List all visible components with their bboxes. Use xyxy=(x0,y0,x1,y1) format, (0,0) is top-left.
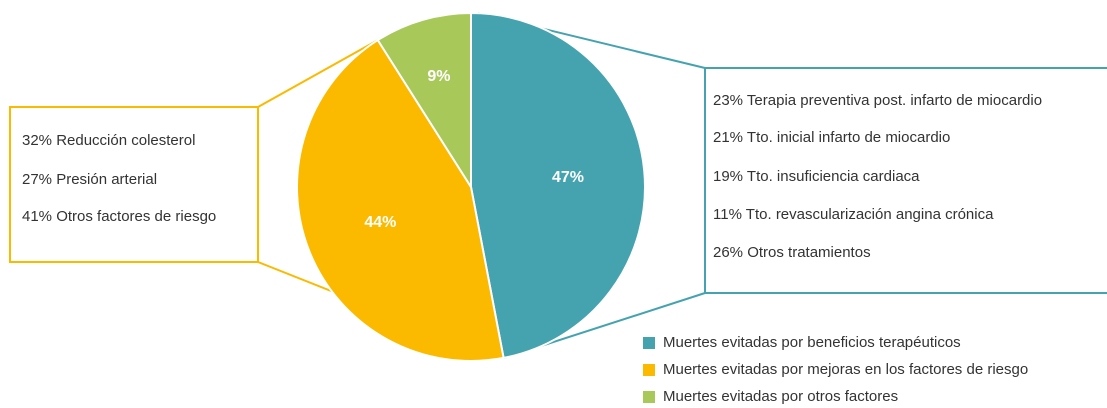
slice-label: 47% xyxy=(552,169,584,186)
breakdown-item: 27% Presión arterial xyxy=(22,171,157,188)
breakdown-item: 21% Tto. inicial infarto de miocardio xyxy=(713,129,950,146)
callout-line xyxy=(257,39,379,108)
slice-label: 9% xyxy=(427,68,450,85)
breakdown-item: 32% Reducción colesterol xyxy=(22,132,195,149)
breakdown-item: 26% Otros tratamientos xyxy=(713,244,871,261)
pie-slice xyxy=(376,11,472,191)
breakdown-item: 11% Tto. revascularización angina crónic… xyxy=(713,206,994,223)
pie-slice xyxy=(470,11,646,360)
callout-box-teal xyxy=(704,67,1107,294)
legend-label: Muertes evitadas por otros factores xyxy=(663,388,898,405)
pie-slice xyxy=(296,38,505,362)
breakdown-item: 23% Terapia preventiva post. infarto de … xyxy=(713,92,1042,109)
callout-box-yellow xyxy=(9,106,259,263)
breakdown-item: 41% Otros factores de riesgo xyxy=(22,208,216,225)
breakdown-item: 19% Tto. insuficiencia cardiaca xyxy=(713,168,920,185)
legend-swatch xyxy=(643,337,655,349)
legend-swatch xyxy=(643,364,655,376)
legend-label: Muertes evitadas por mejoras en los fact… xyxy=(663,361,1028,378)
legend-label: Muertes evitadas por beneficios terapéut… xyxy=(663,334,961,351)
slice-label: 44% xyxy=(364,214,396,231)
legend-swatch xyxy=(643,391,655,403)
